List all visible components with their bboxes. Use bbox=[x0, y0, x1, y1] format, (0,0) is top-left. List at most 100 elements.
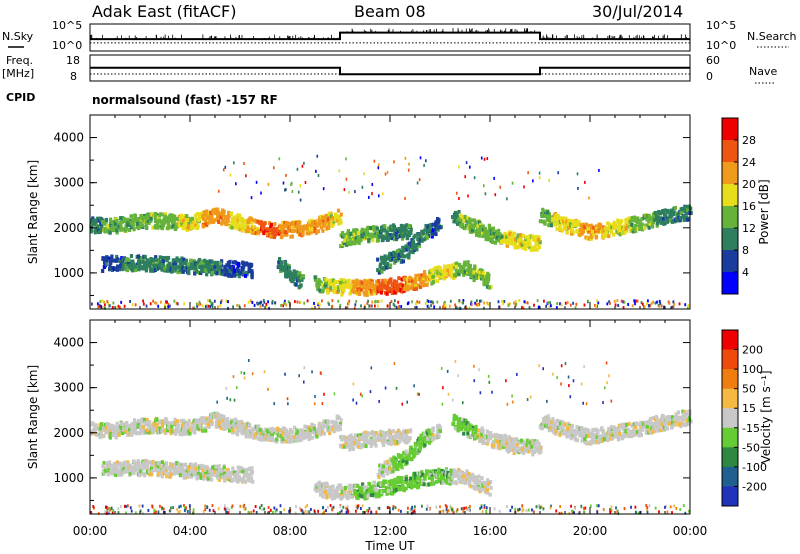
power-clutter bbox=[318, 306, 321, 310]
velocity-cell bbox=[155, 427, 159, 432]
power-cell bbox=[321, 228, 325, 233]
power-cell bbox=[365, 228, 369, 233]
velocity-cell bbox=[633, 424, 637, 429]
power-scatter bbox=[297, 190, 300, 194]
power-cell bbox=[252, 218, 257, 223]
power-cell bbox=[594, 224, 599, 229]
velocity-cell bbox=[291, 439, 295, 444]
velocity-cell bbox=[609, 436, 613, 441]
power-clutter bbox=[97, 305, 99, 309]
power-scatter bbox=[548, 178, 550, 182]
power-cell bbox=[411, 284, 415, 289]
power-cell bbox=[589, 223, 593, 228]
velocity-cell bbox=[653, 417, 657, 422]
power-scatter bbox=[272, 166, 275, 170]
velocity-cell bbox=[215, 424, 219, 429]
velocity-cell bbox=[235, 432, 240, 437]
velocity-cell bbox=[130, 422, 134, 427]
power-cell bbox=[524, 235, 528, 240]
power-cell bbox=[411, 246, 415, 251]
power-cell bbox=[283, 260, 288, 265]
power-cell bbox=[169, 218, 173, 223]
velocity-cell bbox=[599, 438, 603, 443]
power-cell bbox=[321, 288, 325, 293]
velocity-cell bbox=[179, 418, 183, 423]
power-cell bbox=[126, 268, 130, 273]
velocity-cell bbox=[120, 431, 125, 436]
power-cell bbox=[289, 225, 293, 230]
power-clutter bbox=[475, 303, 478, 307]
power-clutter bbox=[175, 301, 178, 305]
power-cell bbox=[233, 260, 237, 265]
power-cell bbox=[178, 267, 182, 272]
power-cell bbox=[604, 230, 608, 235]
power-cell bbox=[320, 220, 325, 225]
power-cell bbox=[322, 216, 326, 221]
power-cell bbox=[283, 230, 287, 235]
power-cell bbox=[425, 275, 429, 280]
power-cell bbox=[165, 216, 169, 221]
power-cell bbox=[207, 269, 212, 274]
power-cell bbox=[144, 220, 148, 225]
power-cell bbox=[137, 226, 141, 231]
velocity-cell bbox=[221, 424, 225, 429]
power-cell bbox=[386, 226, 391, 231]
power-cell bbox=[328, 278, 332, 283]
power-cell bbox=[249, 217, 254, 222]
power-cell bbox=[572, 219, 576, 224]
power-clutter bbox=[263, 300, 266, 304]
power-clutter bbox=[287, 300, 290, 304]
power-cell bbox=[121, 265, 125, 270]
power-clutter bbox=[555, 306, 558, 310]
power-cell bbox=[155, 225, 159, 230]
power-cell bbox=[463, 214, 467, 219]
power-scatter bbox=[494, 193, 497, 197]
power-cell bbox=[356, 231, 361, 236]
velocity-cell bbox=[153, 426, 157, 431]
power-cell bbox=[116, 264, 120, 269]
power-cell bbox=[134, 218, 138, 223]
power-cell bbox=[268, 221, 272, 226]
power-cell bbox=[367, 285, 371, 290]
power-cell bbox=[452, 273, 457, 278]
power-cell bbox=[359, 282, 363, 287]
power-cbar-tick-label: 20 bbox=[742, 178, 756, 191]
power-cell bbox=[288, 221, 292, 226]
power-cell bbox=[195, 269, 199, 274]
power-cell bbox=[104, 217, 109, 222]
velocity-cell bbox=[310, 430, 314, 435]
power-cell bbox=[424, 223, 428, 228]
power-cell bbox=[408, 249, 413, 254]
power-scatter bbox=[473, 176, 476, 180]
velocity-cell bbox=[650, 425, 654, 430]
velocity-cell bbox=[351, 446, 356, 451]
power-cell bbox=[481, 271, 486, 276]
velocity-cell bbox=[602, 437, 607, 442]
velocity-cell bbox=[214, 414, 218, 419]
velocity-cell bbox=[140, 424, 144, 429]
power-cell bbox=[310, 223, 314, 228]
power-cell bbox=[567, 220, 571, 225]
power-cell bbox=[208, 218, 212, 223]
power-scatter bbox=[217, 189, 220, 193]
power-cell bbox=[117, 224, 121, 229]
power-clutter bbox=[564, 301, 567, 305]
power-cell bbox=[313, 229, 317, 234]
power-clutter bbox=[526, 301, 529, 305]
power-cell bbox=[349, 231, 353, 236]
velocity-cell bbox=[507, 441, 512, 446]
velocity-cell bbox=[183, 431, 187, 436]
power-cell bbox=[278, 257, 282, 262]
velocity-cell bbox=[601, 429, 606, 434]
power-clutter bbox=[427, 300, 430, 304]
power-cell bbox=[442, 268, 447, 273]
velocity-cell bbox=[136, 419, 141, 424]
power-cell bbox=[220, 259, 224, 264]
power-cell bbox=[219, 263, 224, 268]
power-cell bbox=[473, 218, 477, 223]
power-clutter bbox=[195, 302, 198, 306]
power-cell bbox=[385, 265, 389, 270]
power-cell bbox=[656, 219, 660, 224]
power-cell bbox=[336, 288, 341, 293]
power-cell bbox=[149, 216, 153, 221]
